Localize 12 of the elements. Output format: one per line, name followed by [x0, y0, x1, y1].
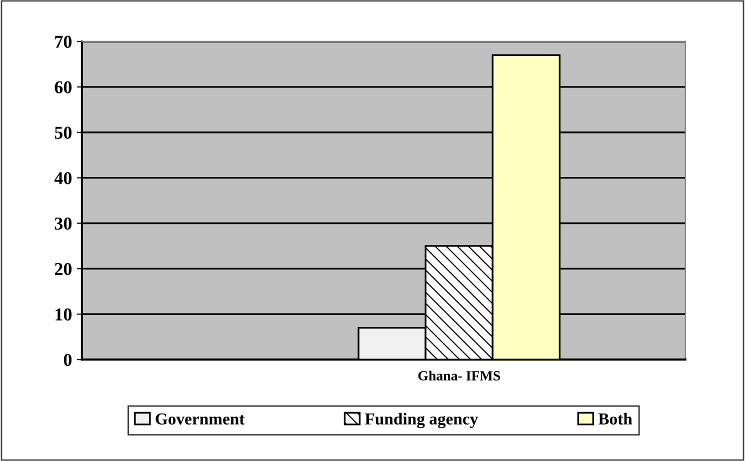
y-tick-label: 20 [54, 262, 72, 276]
legend-label: Both [598, 412, 632, 425]
y-tick-label: 70 [55, 36, 72, 48]
legend-label: Funding agency [365, 412, 478, 428]
y-tick-label: 40 [54, 172, 72, 184]
y-tick-label: 60 [54, 81, 72, 94]
x-tick-label: Ghana- IFMS [418, 370, 500, 380]
y-tick-label: 0 [64, 354, 72, 366]
y-tick-label: 30 [54, 218, 72, 230]
y-tick-label: 50 [54, 126, 72, 139]
legend-label: Government [156, 413, 245, 425]
y-tick-label: 10 [56, 308, 72, 321]
